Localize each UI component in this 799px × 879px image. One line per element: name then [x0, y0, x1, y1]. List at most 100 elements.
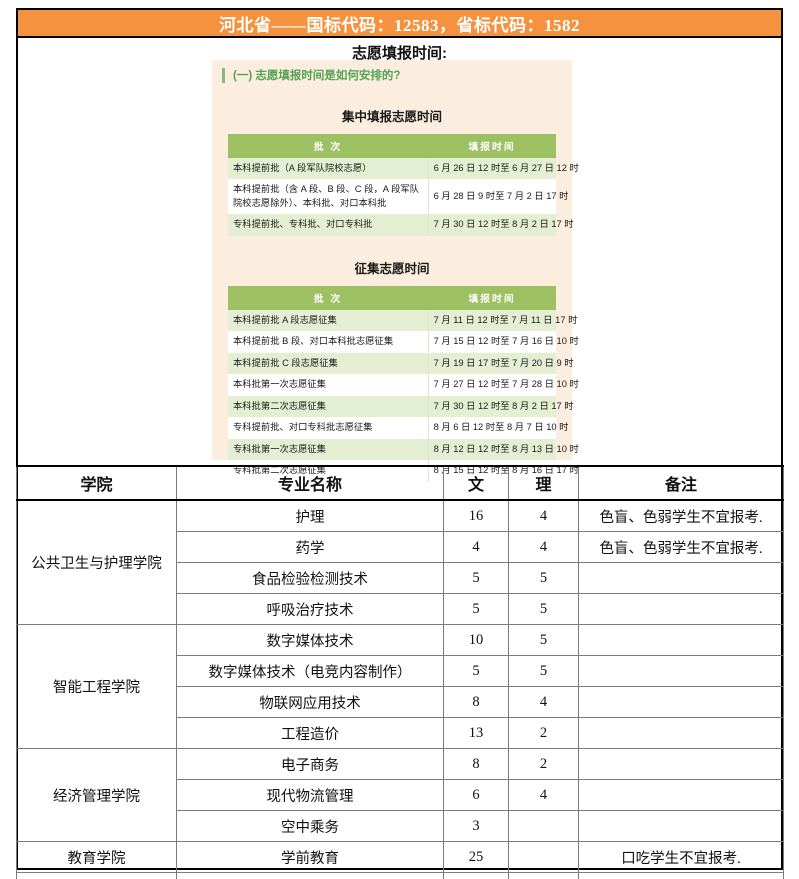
- table-row: 教育学院 学前教育 25 口吃学生不宜报考.: [16, 841, 784, 873]
- cell-li: 5: [508, 655, 579, 687]
- cell-li: [508, 841, 579, 873]
- cell-major: 数字媒体技术（电竞内容制作）: [176, 655, 444, 687]
- schedule-time: 7 月 30 日 12 时至 8 月 2 日 17 时: [427, 214, 574, 236]
- province-title-bar: 河北省——国标代码：12583，省标代码：1582: [16, 8, 783, 38]
- cell-remark: [578, 779, 784, 811]
- majors-table-wrap: 学院 专业名称 文 理 备注 公共卫生与护理学院 护理 16 4 色盲、色弱学生…: [16, 465, 784, 879]
- collect-time: 7 月 19 日 17 时至 7 月 20 日 9 时: [427, 352, 574, 375]
- col-header-remark: 备注: [578, 465, 784, 501]
- cell-wen: 5: [443, 655, 509, 687]
- schedule-batch: 本科提前批（A 段军队院校志愿）: [228, 158, 429, 180]
- collect-batch: 专科提前批、对口专科批志愿征集: [228, 417, 429, 439]
- table-row: 本科提前批（含 A 段、B 段、C 段，A 段军队院校志愿除外）、本科批、对口本…: [228, 179, 568, 215]
- cell-wen: 8: [443, 686, 509, 718]
- cell-major: 食品检验检测技术: [176, 562, 444, 594]
- cell-wen: 16: [443, 499, 509, 532]
- table-row: 专科批第一次志愿征集 8 月 12 日 12 时至 8 月 13 日 10 时: [228, 438, 579, 461]
- table-row: 智能工程学院 数字媒体技术 10 5: [16, 624, 784, 749]
- cell-remark: 色盲、色弱学生不宜报考.: [578, 499, 784, 532]
- col-header-wen: 文: [443, 465, 509, 501]
- schedule-header-row: 批 次 填报时间: [228, 134, 556, 158]
- col-header-college: 学院: [16, 465, 177, 501]
- schedule-batch: 专科提前批、专科批、对口专科批: [228, 214, 429, 236]
- collect-time: 7 月 11 日 12 时至 7 月 11 日 17 时: [427, 309, 577, 332]
- cell-wen: 5: [443, 593, 509, 625]
- collect-time: 7 月 15 日 12 时至 7 月 16 日 10 时: [427, 331, 579, 353]
- collect-batch: 本科提前批 A 段志愿征集: [228, 309, 429, 332]
- schedule-header-batch: 批 次: [228, 134, 429, 158]
- table-row: 工程造价 13 2: [17, 717, 784, 749]
- province-title-text: 河北省——国标代码：12583，省标代码：1582: [219, 15, 580, 35]
- table-row: 本科提前批 A 段志愿征集 7 月 11 日 12 时至 7 月 11 日 17 …: [228, 309, 577, 332]
- cell-li: 4: [508, 686, 579, 718]
- collect-time: 8 月 6 日 12 时至 8 月 7 日 10 时: [427, 417, 568, 439]
- cell-li: 5: [508, 593, 579, 625]
- collect-batch: 本科提前批 C 段志愿征集: [228, 352, 429, 375]
- cell-major: 电子商务: [176, 748, 444, 780]
- accent-bar-icon: [222, 67, 225, 83]
- table-row: 本科批第二次志愿征集 7 月 30 日 12 时至 8 月 2 日 17 时: [228, 395, 574, 418]
- collect-batch: 本科批第一次志愿征集: [228, 374, 429, 396]
- cell-major: 影视编导: [176, 872, 444, 879]
- table-row: 本科提前批 C 段志愿征集 7 月 19 日 17 时至 7 月 20 日 9 时: [228, 352, 574, 375]
- col-header-major: 专业名称: [176, 465, 444, 501]
- cell-college: 公共卫生与护理学院: [16, 499, 177, 625]
- cell-remark: 口吃学生不宜报考.: [578, 841, 784, 873]
- cell-college: 教育学院: [16, 841, 177, 873]
- page-title: 志愿填报时间:: [352, 45, 447, 62]
- table-row: 本科批第一次志愿征集 7 月 27 日 12 时至 7 月 28 日 10 时: [228, 374, 579, 396]
- table-row: 本科提前批（A 段军队院校志愿） 6 月 26 日 12 时至 6 月 27 日…: [228, 158, 579, 180]
- table-row: 专科提前批、专科批、对口专科批 7 月 30 日 12 时至 8 月 2 日 1…: [228, 214, 574, 236]
- cell-wen: 5: [443, 562, 509, 594]
- collect-batch: 本科提前批 B 段、对口本科批志愿征集: [228, 331, 429, 353]
- collect-header-time: 填报时间: [428, 285, 556, 310]
- cell-remark: [578, 872, 784, 879]
- cell-remark: [578, 810, 784, 842]
- cell-wen: 4: [443, 531, 509, 563]
- collect-table-title: 征集志愿时间: [354, 261, 430, 276]
- table-row: 呼吸治疗技术 5 5: [17, 593, 784, 625]
- cell-remark: [578, 593, 784, 625]
- table-row: 专科提前批、对口专科批志愿征集 8 月 6 日 12 时至 8 月 7 日 10 …: [228, 417, 568, 439]
- info-panel: (一) 志愿填报时间是如何安排的? 集中填报志愿时间 批 次 填报时间 本科提前…: [212, 60, 579, 482]
- cell-major: 工程造价: [176, 717, 444, 749]
- cell-college: 智能工程学院: [16, 624, 177, 749]
- question-line: (一) 志愿填报时间是如何安排的?: [222, 60, 572, 90]
- cell-major: 物联网应用技术: [176, 686, 444, 718]
- cell-major: 学前教育: [176, 841, 444, 873]
- table-row: 本科提前批 B 段、对口本科批志愿征集 7 月 15 日 12 时至 7 月 16…: [228, 331, 579, 353]
- collect-header-row: 批 次 填报时间: [228, 285, 556, 310]
- question-text: (一) 志愿填报时间是如何安排的?: [233, 70, 401, 82]
- cell-li: 2: [508, 717, 579, 749]
- cell-major: 现代物流管理: [176, 779, 444, 811]
- cell-major: 空中乘务: [176, 810, 444, 842]
- schedule-header-time: 填报时间: [428, 134, 556, 158]
- collect-time: 7 月 27 日 12 时至 7 月 28 日 10 时: [427, 374, 579, 396]
- cell-li: 5: [508, 624, 579, 656]
- cell-wen: 8: [443, 748, 509, 780]
- cell-remark: [578, 748, 784, 780]
- schedule-table-wrap: 批 次 填报时间 本科提前批（A 段军队院校志愿） 6 月 26 日 12 时至…: [212, 134, 579, 236]
- cell-li: 4: [508, 499, 579, 532]
- majors-header-row: 学院 专业名称 文 理 备注: [16, 465, 784, 501]
- table-row: 药学 4 4 色盲、色弱学生不宜报考.: [17, 531, 784, 563]
- schedule-batch: 本科提前批（含 A 段、B 段、C 段，A 段军队院校志愿除外）、本科批、对口本…: [228, 179, 429, 215]
- col-header-li: 理: [508, 465, 579, 501]
- cell-li: 2: [508, 748, 579, 780]
- cell-major: 数字媒体技术: [176, 624, 444, 656]
- cell-major: 呼吸治疗技术: [176, 593, 444, 625]
- collect-time: 7 月 30 日 12 时至 8 月 2 日 17 时: [427, 395, 574, 418]
- collect-table: 批 次 填报时间 本科提前批 A 段志愿征集 7 月 11 日 12 时至 7 月…: [228, 285, 579, 482]
- collect-batch: 本科批第二次志愿征集: [228, 395, 429, 418]
- schedule-time: 6 月 28 日 9 时至 7 月 2 日 17 时: [427, 179, 568, 215]
- cell-remark: [578, 686, 784, 718]
- cell-wen: 10: [443, 624, 509, 656]
- table-row: 物联网应用技术 8 4: [17, 686, 784, 718]
- cell-college: 东方电影学院: [16, 872, 177, 879]
- cell-remark: 色盲、色弱学生不宜报考.: [578, 531, 784, 563]
- cell-li: [508, 810, 579, 842]
- cell-wen: 6: [443, 779, 509, 811]
- collect-batch: 专科批第一次志愿征集: [228, 438, 429, 461]
- cell-remark: [578, 717, 784, 749]
- cell-li: 4: [508, 779, 579, 811]
